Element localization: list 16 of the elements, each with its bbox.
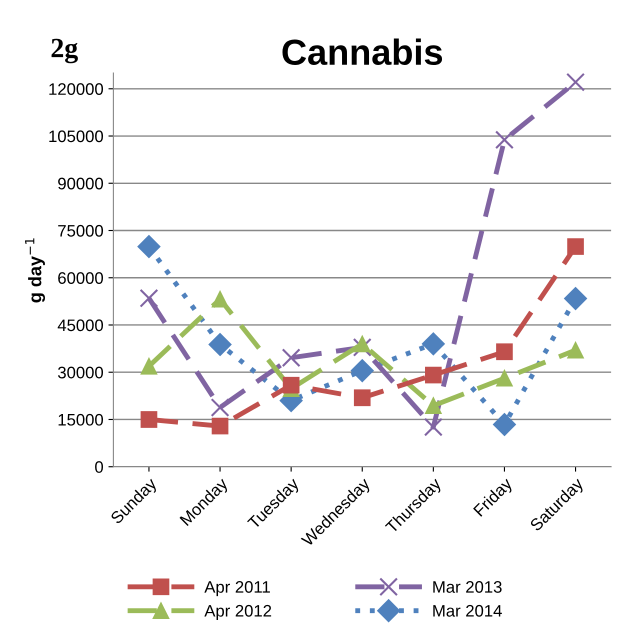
y-tick-label: 45000	[58, 319, 104, 332]
legend-label: Apr 2011	[204, 581, 270, 596]
y-tick-label: 0	[95, 461, 104, 473]
legend-label: Apr 2012	[204, 604, 272, 620]
y-tick-label: 120000	[49, 83, 104, 95]
y-tick-label: 90000	[58, 178, 104, 190]
legend-label: Mar 2013	[433, 581, 502, 593]
y-tick-label: 30000	[58, 366, 104, 378]
legend-label: Mar 2014	[433, 604, 502, 617]
y-axis-title: g day$^{−1}$	[25, 238, 46, 302]
y-tick-label: 60000	[58, 272, 104, 284]
y-tick-label: 105000	[49, 130, 104, 142]
y-tick-label: 15000	[58, 414, 104, 426]
chart-title: Cannabis	[282, 38, 442, 66]
text: 2g	[52, 38, 78, 64]
y-tick-label: 75000	[58, 224, 104, 237]
